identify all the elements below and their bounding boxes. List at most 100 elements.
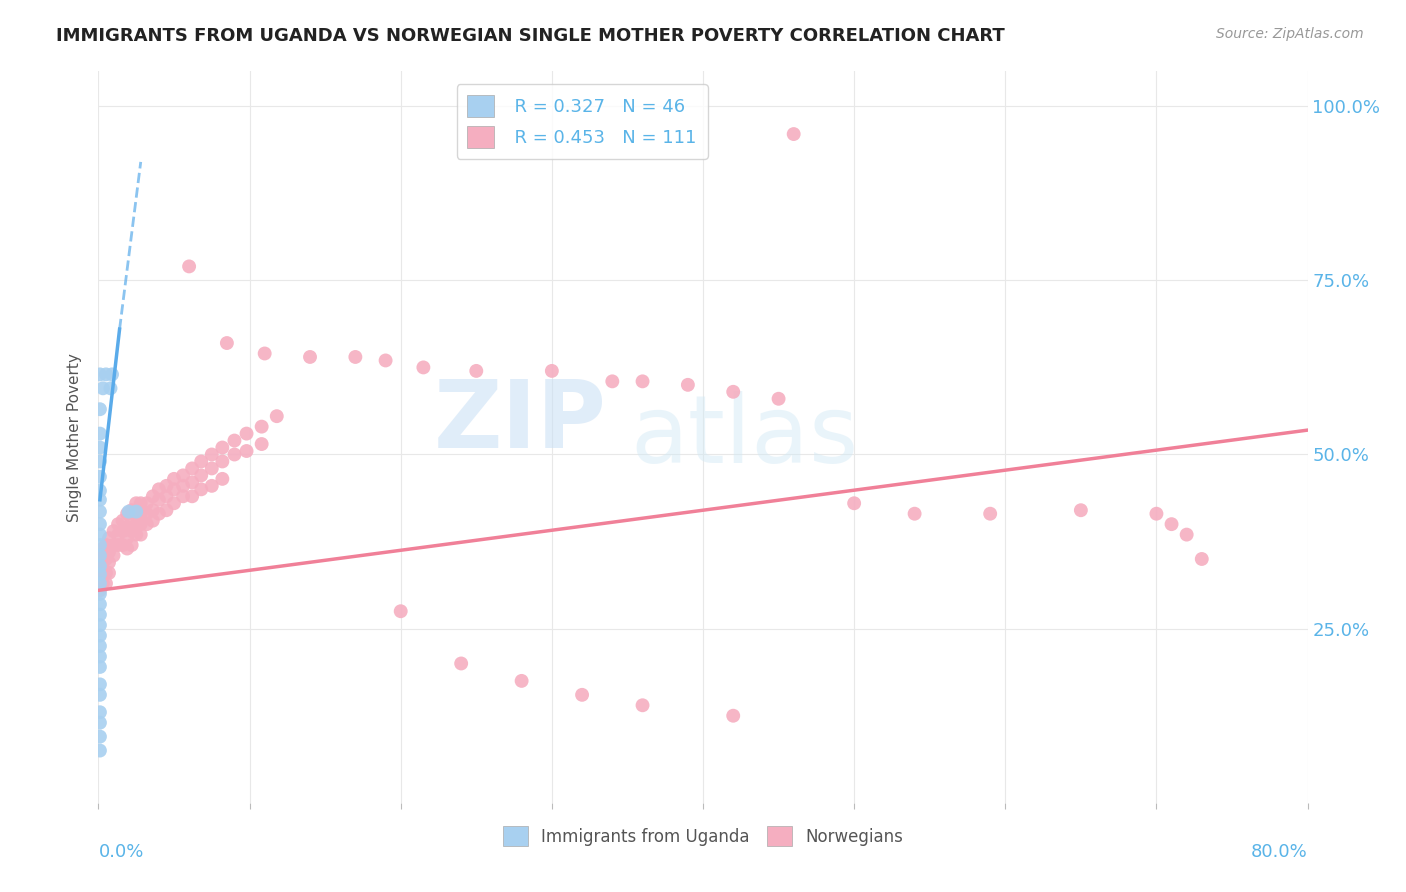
- Point: [89, 618, 111, 632]
- Point: [89, 483, 111, 498]
- Point: [135, 496, 157, 510]
- Point: [89, 587, 111, 601]
- Point: [163, 496, 186, 510]
- Point: [211, 454, 233, 468]
- Point: [103, 524, 125, 538]
- Point: [211, 472, 233, 486]
- Legend: Immigrants from Uganda, Norwegians: Immigrants from Uganda, Norwegians: [496, 820, 910, 853]
- Point: [163, 472, 186, 486]
- Point: [571, 688, 593, 702]
- Point: [121, 524, 143, 538]
- Point: [142, 514, 165, 528]
- Point: [98, 556, 121, 570]
- Point: [89, 549, 111, 563]
- Point: [155, 479, 177, 493]
- Point: [631, 375, 654, 389]
- Point: [135, 517, 157, 532]
- Point: [344, 350, 367, 364]
- Point: [148, 483, 170, 497]
- Point: [224, 448, 246, 462]
- Point: [163, 483, 186, 497]
- Point: [211, 441, 233, 455]
- Point: [91, 541, 114, 556]
- Point: [1175, 527, 1198, 541]
- Point: [91, 576, 114, 591]
- Point: [631, 698, 654, 713]
- Point: [904, 507, 927, 521]
- Point: [148, 507, 170, 521]
- Point: [215, 336, 238, 351]
- Point: [1191, 552, 1213, 566]
- Point: [111, 524, 134, 538]
- Point: [89, 562, 111, 576]
- Point: [89, 597, 111, 611]
- Point: [94, 368, 117, 382]
- Point: [723, 708, 745, 723]
- Point: [253, 346, 276, 360]
- Point: [94, 566, 117, 580]
- Point: [91, 552, 114, 566]
- Point: [602, 375, 624, 389]
- Point: [389, 604, 412, 618]
- Point: [676, 377, 699, 392]
- Point: [129, 507, 152, 521]
- Point: [89, 730, 111, 744]
- Point: [121, 538, 143, 552]
- Point: [125, 496, 148, 510]
- Point: [125, 507, 148, 521]
- Point: [250, 419, 273, 434]
- Point: [103, 538, 125, 552]
- Point: [115, 507, 138, 521]
- Point: [101, 368, 124, 382]
- Point: [1144, 507, 1167, 521]
- Point: [89, 607, 111, 622]
- Point: [89, 567, 111, 582]
- Point: [89, 629, 111, 643]
- Text: 80.0%: 80.0%: [1251, 843, 1308, 861]
- Point: [540, 364, 562, 378]
- Point: [179, 260, 201, 274]
- Point: [172, 479, 194, 493]
- Point: [107, 538, 129, 552]
- Point: [450, 657, 472, 671]
- Point: [115, 531, 138, 545]
- Point: [111, 514, 134, 528]
- Point: [89, 441, 111, 455]
- Point: [181, 461, 204, 475]
- Point: [89, 583, 111, 598]
- Point: [155, 503, 177, 517]
- Point: [129, 527, 152, 541]
- Point: [125, 527, 148, 541]
- Point: [125, 517, 148, 532]
- Text: 0.0%: 0.0%: [98, 843, 143, 861]
- Point: [235, 444, 257, 458]
- Point: [100, 381, 122, 395]
- Point: [142, 503, 165, 517]
- Point: [89, 470, 111, 484]
- Point: [89, 573, 111, 587]
- Point: [89, 715, 111, 730]
- Point: [201, 461, 224, 475]
- Point: [89, 558, 111, 573]
- Point: [129, 496, 152, 510]
- Point: [89, 743, 111, 757]
- Point: [201, 448, 224, 462]
- Text: IMMIGRANTS FROM UGANDA VS NORWEGIAN SINGLE MOTHER POVERTY CORRELATION CHART: IMMIGRANTS FROM UGANDA VS NORWEGIAN SING…: [56, 27, 1005, 45]
- Point: [135, 507, 157, 521]
- Point: [224, 434, 246, 448]
- Point: [121, 503, 143, 517]
- Point: [107, 517, 129, 532]
- Point: [181, 489, 204, 503]
- Text: atlas: atlas: [630, 391, 859, 483]
- Point: [118, 505, 141, 519]
- Point: [374, 353, 396, 368]
- Point: [89, 576, 111, 591]
- Point: [103, 549, 125, 563]
- Point: [412, 360, 434, 375]
- Point: [190, 468, 212, 483]
- Text: Source: ZipAtlas.com: Source: ZipAtlas.com: [1216, 27, 1364, 41]
- Point: [181, 475, 204, 490]
- Point: [125, 505, 148, 519]
- Text: ZIP: ZIP: [433, 376, 606, 468]
- Point: [89, 688, 111, 702]
